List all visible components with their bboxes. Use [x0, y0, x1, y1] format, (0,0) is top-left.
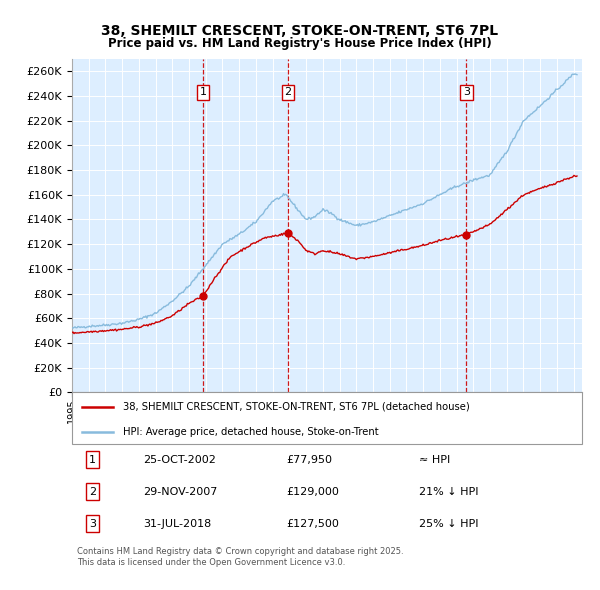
Text: £129,000: £129,000	[286, 487, 339, 497]
Text: 2: 2	[89, 487, 96, 497]
Text: 25% ↓ HPI: 25% ↓ HPI	[419, 519, 478, 529]
Text: 3: 3	[463, 87, 470, 97]
Text: 3: 3	[89, 519, 96, 529]
Text: 38, SHEMILT CRESCENT, STOKE-ON-TRENT, ST6 7PL (detached house): 38, SHEMILT CRESCENT, STOKE-ON-TRENT, ST…	[123, 402, 470, 412]
Text: Price paid vs. HM Land Registry's House Price Index (HPI): Price paid vs. HM Land Registry's House …	[108, 37, 492, 50]
Text: 1: 1	[89, 455, 96, 464]
Text: Contains HM Land Registry data © Crown copyright and database right 2025.
This d: Contains HM Land Registry data © Crown c…	[77, 548, 404, 567]
Text: HPI: Average price, detached house, Stoke-on-Trent: HPI: Average price, detached house, Stok…	[123, 427, 379, 437]
Text: 29-NOV-2007: 29-NOV-2007	[143, 487, 218, 497]
Text: £127,500: £127,500	[286, 519, 339, 529]
Text: ≈ HPI: ≈ HPI	[419, 455, 450, 464]
Text: 31-JUL-2018: 31-JUL-2018	[143, 519, 212, 529]
Text: 38, SHEMILT CRESCENT, STOKE-ON-TRENT, ST6 7PL: 38, SHEMILT CRESCENT, STOKE-ON-TRENT, ST…	[101, 24, 499, 38]
Text: 1: 1	[199, 87, 206, 97]
Text: £77,950: £77,950	[286, 455, 332, 464]
Text: 25-OCT-2002: 25-OCT-2002	[143, 455, 216, 464]
Text: 21% ↓ HPI: 21% ↓ HPI	[419, 487, 478, 497]
Text: 2: 2	[284, 87, 292, 97]
